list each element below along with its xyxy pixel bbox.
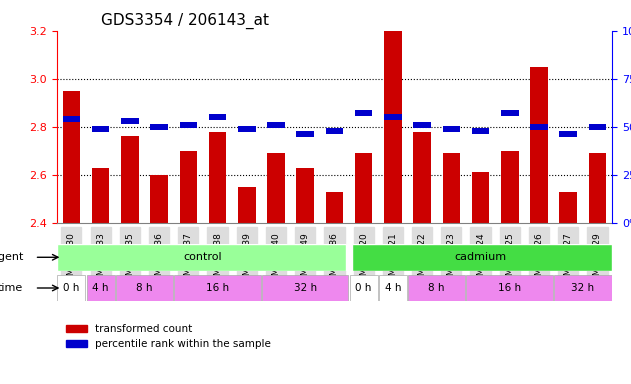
Bar [589,124,606,130]
FancyBboxPatch shape [350,275,378,301]
Bar [267,153,285,223]
Text: cadmium: cadmium [454,252,507,262]
Bar [267,122,285,128]
Bar [150,124,168,130]
Bar [326,127,343,134]
Text: control: control [184,252,222,262]
Bar [530,67,548,223]
Text: agent: agent [0,252,23,262]
Bar [355,153,372,223]
Text: 4 h: 4 h [92,283,109,293]
Bar [442,126,460,132]
Bar [238,187,256,223]
Bar [560,192,577,223]
Bar [180,122,197,128]
Bar [530,124,548,130]
Bar [413,132,431,223]
Text: 32 h: 32 h [571,283,594,293]
Bar [501,151,519,223]
Text: 8 h: 8 h [428,283,445,293]
FancyBboxPatch shape [554,275,611,301]
Bar [297,167,314,223]
Legend: transformed count, percentile rank within the sample: transformed count, percentile rank withi… [62,320,275,354]
Bar [121,118,139,124]
Text: 4 h: 4 h [385,283,401,293]
Bar [238,126,256,132]
Text: time: time [0,283,23,293]
Bar [209,114,227,120]
Bar [472,172,489,223]
FancyBboxPatch shape [116,275,173,301]
Bar [442,153,460,223]
Bar [384,31,402,223]
FancyBboxPatch shape [57,244,346,271]
Text: 8 h: 8 h [136,283,153,293]
Bar [209,132,227,223]
FancyBboxPatch shape [466,275,553,301]
Bar [297,131,314,137]
Bar [62,116,80,122]
Bar [121,136,139,223]
FancyBboxPatch shape [379,275,407,301]
FancyBboxPatch shape [352,244,612,271]
Bar [355,110,372,116]
FancyBboxPatch shape [262,275,348,301]
Text: 0 h: 0 h [355,283,372,293]
Bar [589,153,606,223]
FancyBboxPatch shape [408,275,466,301]
Text: 16 h: 16 h [498,283,521,293]
FancyBboxPatch shape [57,275,85,301]
Text: 32 h: 32 h [293,283,317,293]
Bar [501,110,519,116]
Bar [92,167,109,223]
Bar [384,114,402,120]
FancyBboxPatch shape [86,275,115,301]
Text: 16 h: 16 h [206,283,229,293]
Text: 0 h: 0 h [63,283,80,293]
Text: GDS3354 / 206143_at: GDS3354 / 206143_at [101,13,269,29]
Bar [62,91,80,223]
Bar [150,175,168,223]
Bar [180,151,197,223]
FancyBboxPatch shape [174,275,261,301]
Bar [326,192,343,223]
Bar [560,131,577,137]
Bar [92,126,109,132]
Bar [472,127,489,134]
Bar [413,122,431,128]
